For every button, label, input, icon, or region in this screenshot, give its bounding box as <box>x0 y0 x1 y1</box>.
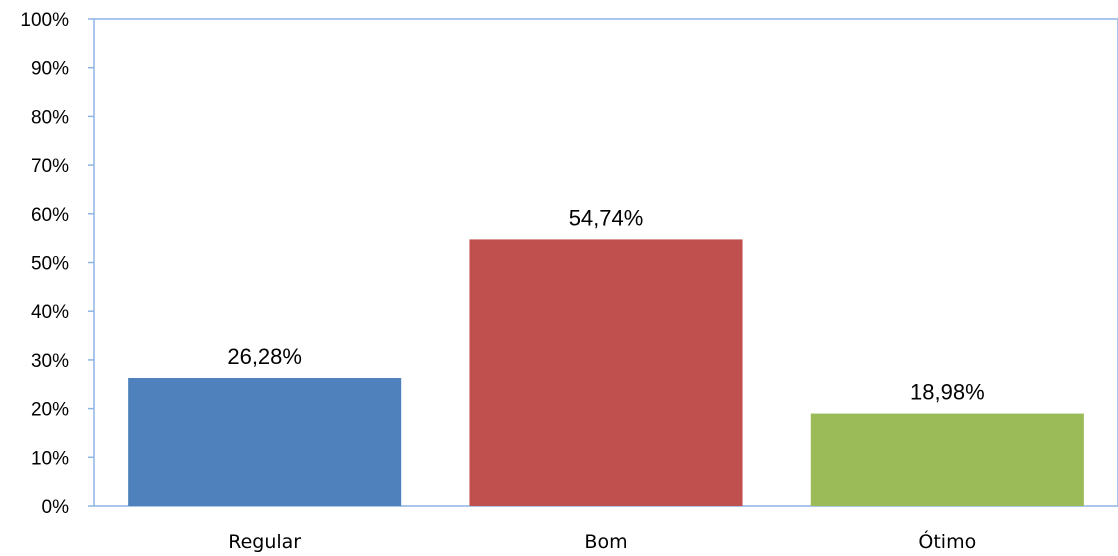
bars <box>128 239 1084 506</box>
data-label: 18,98% <box>910 380 985 405</box>
bar-regular <box>128 378 402 506</box>
data-label: 26,28% <box>227 344 302 369</box>
x-tick-label: Bom <box>584 531 627 553</box>
bar-ótimo <box>810 413 1084 506</box>
bar-bom <box>469 239 743 506</box>
data-label: 54,74% <box>569 205 644 230</box>
y-axis-ticks: 0% 10% 20% 30% 40% 50% 60% 70% 80% 90% 100% <box>20 10 94 518</box>
y-tick-label: 30% <box>31 351 69 372</box>
y-tick-label: 80% <box>31 107 69 128</box>
x-axis-labels: Regular Bom Ótimo <box>228 529 976 553</box>
y-tick-label: 0% <box>42 497 70 518</box>
y-tick-label: 70% <box>31 156 69 177</box>
y-tick-label: 50% <box>31 254 69 275</box>
y-tick-label: 60% <box>31 205 69 226</box>
y-tick-label: 100% <box>20 10 69 31</box>
y-tick-label: 10% <box>31 448 69 469</box>
y-tick-label: 40% <box>31 302 69 323</box>
y-tick-label: 20% <box>31 400 69 421</box>
data-labels: 26,28% 54,74% 18,98% <box>227 205 984 404</box>
x-tick-label: Regular <box>228 531 301 553</box>
x-tick-label: Ótimo <box>918 529 976 553</box>
y-tick-label: 90% <box>31 59 69 80</box>
